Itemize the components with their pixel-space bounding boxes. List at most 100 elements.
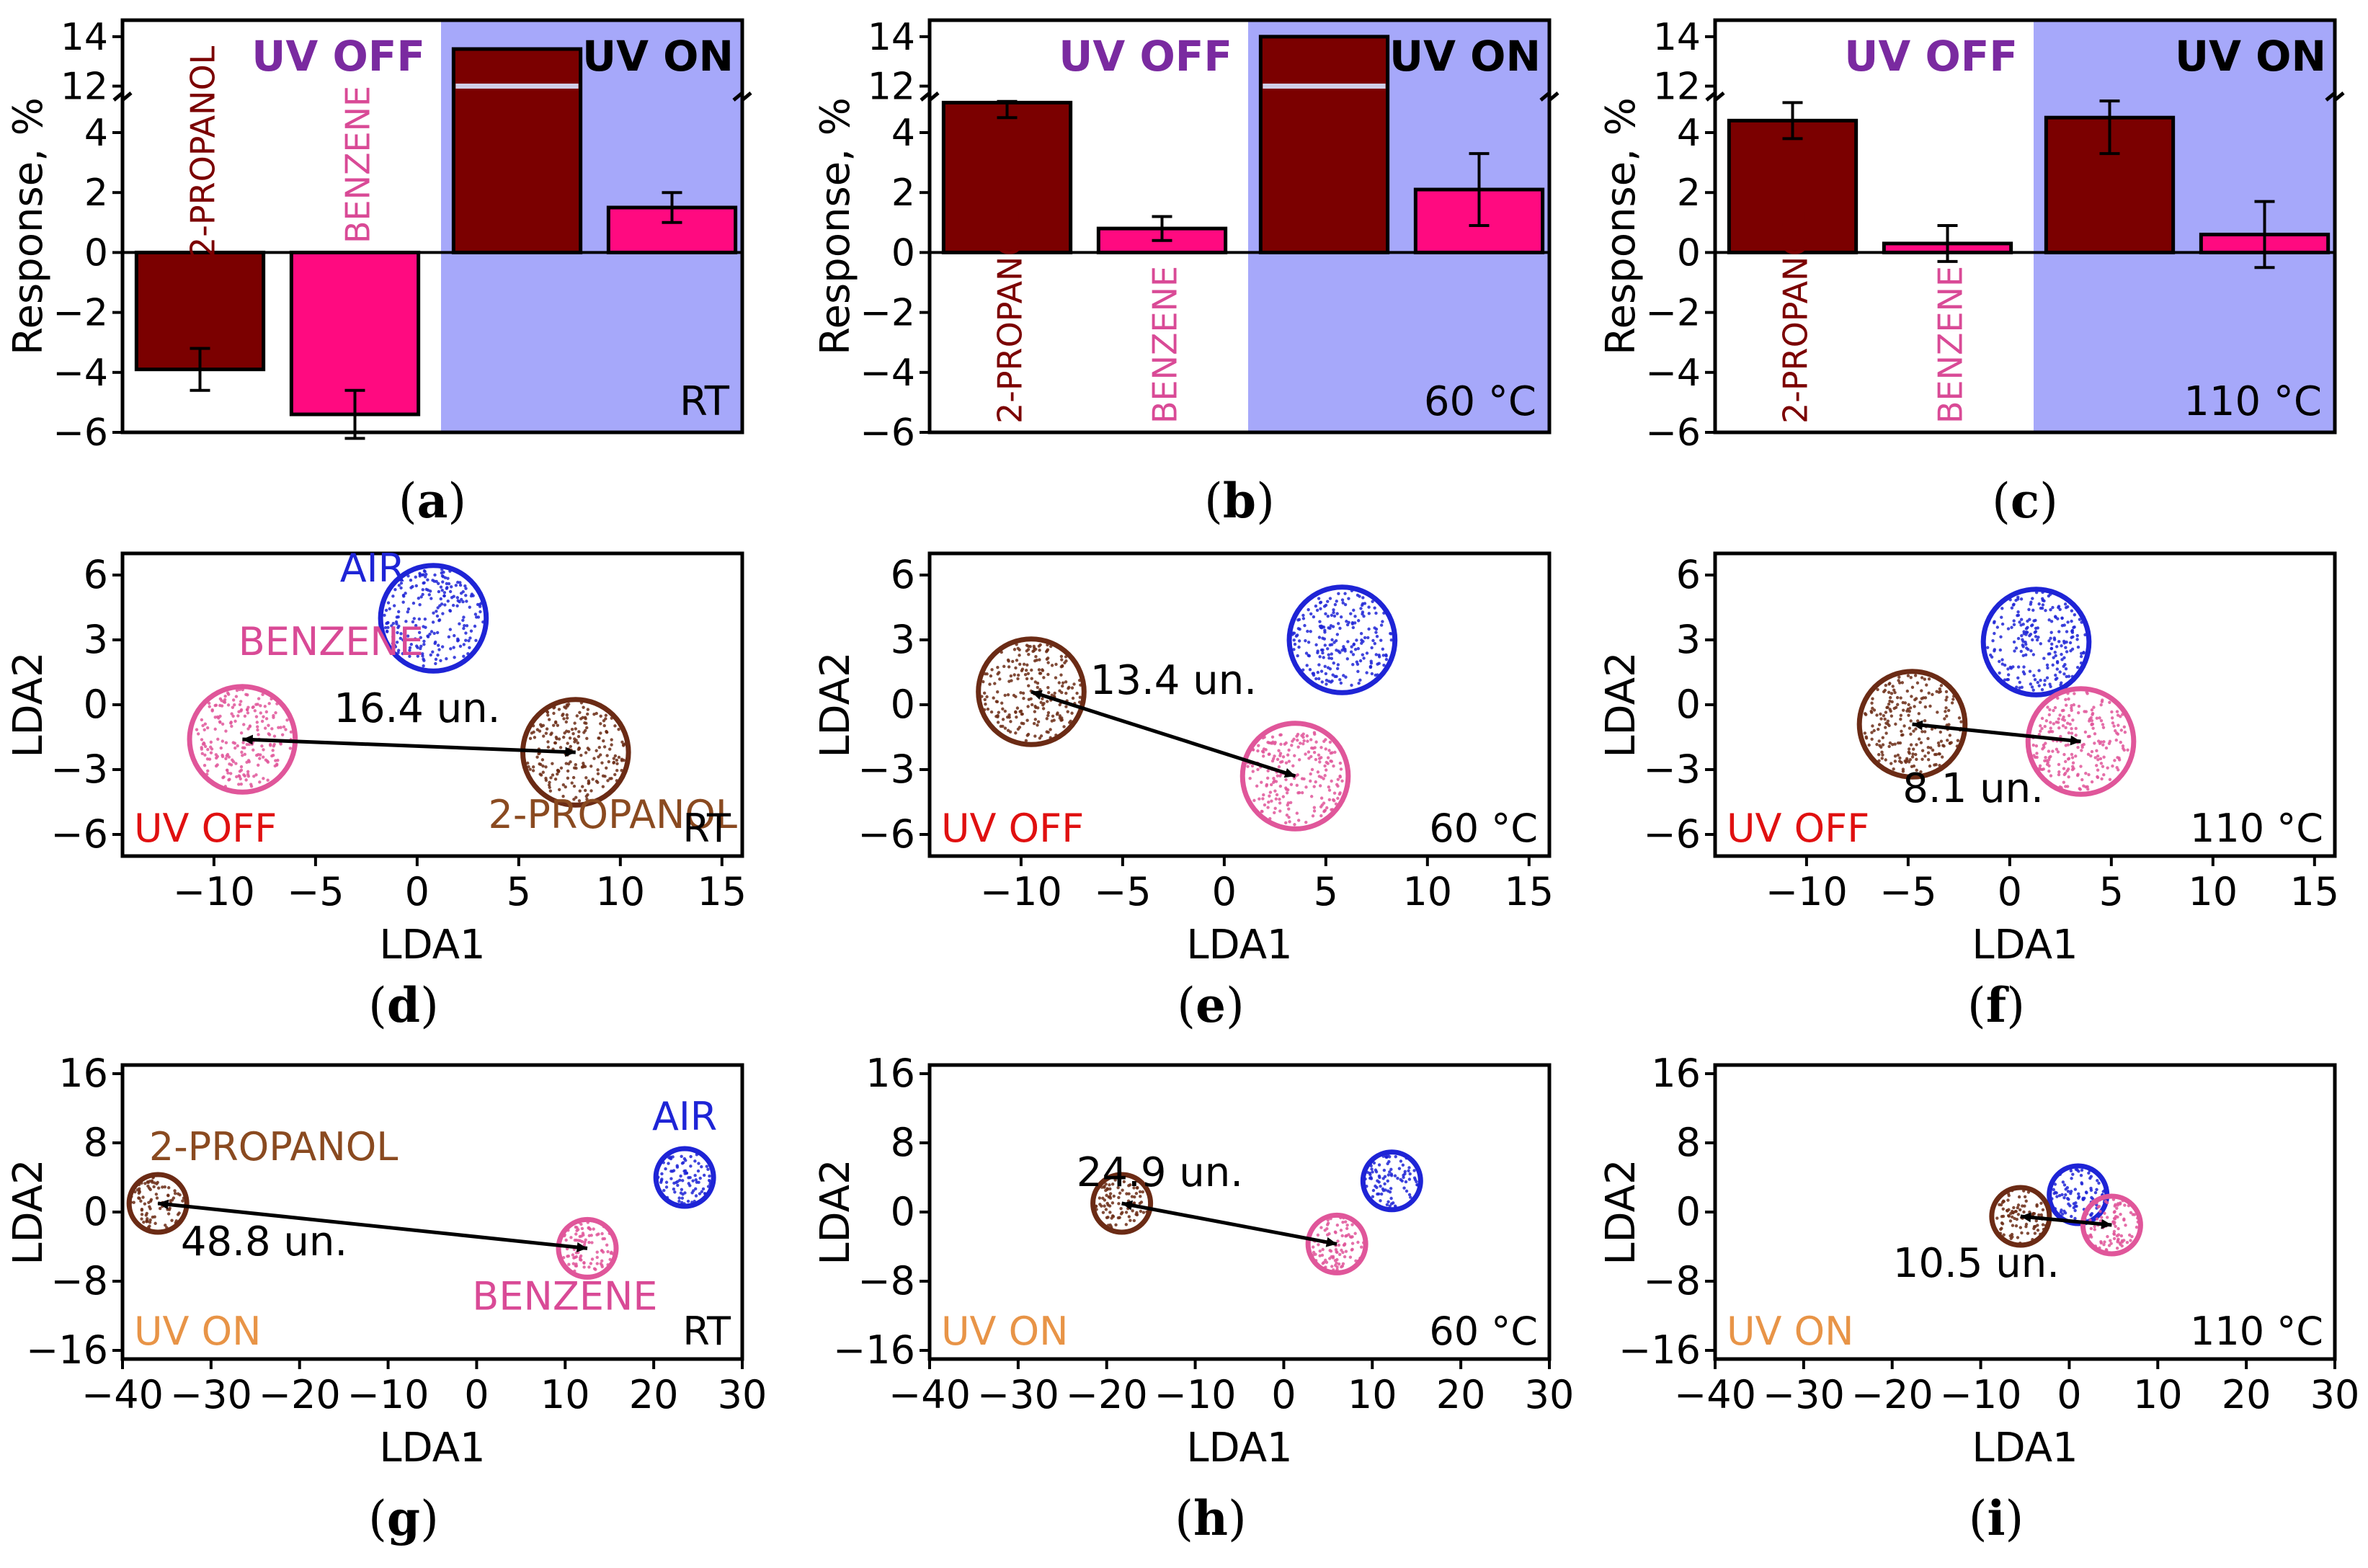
data-point (447, 582, 451, 586)
data-point (414, 623, 418, 628)
data-point (2066, 620, 2070, 624)
data-point (1376, 1192, 1379, 1196)
data-point (1105, 1216, 1109, 1219)
data-point (431, 579, 435, 582)
data-point (2066, 605, 2070, 609)
data-point (2029, 682, 2033, 686)
data-point (1370, 646, 1374, 650)
data-point (2101, 765, 2105, 768)
data-point (2059, 734, 2062, 739)
data-point (566, 703, 571, 706)
data-point (429, 630, 434, 633)
y-tick-label: 0 (1676, 1189, 1701, 1234)
data-point (2093, 741, 2096, 745)
data-point (238, 703, 242, 707)
data-point (697, 1180, 700, 1185)
cluster-ellipse-2-propanol (520, 697, 631, 808)
data-point (2080, 778, 2084, 782)
data-point (1049, 644, 1053, 649)
x-tick-label: 10 (540, 1372, 590, 1417)
data-point (429, 597, 433, 600)
data-point (442, 594, 446, 598)
data-point (1005, 716, 1010, 719)
data-point (1871, 724, 1874, 728)
data-point (1003, 693, 1007, 698)
data-point (1360, 603, 1364, 607)
data-point (1335, 667, 1340, 671)
data-point (2119, 1212, 2122, 1216)
arrow-head (2101, 1219, 2112, 1229)
data-point (1888, 741, 1892, 745)
data-point (437, 619, 441, 623)
caption-paren-open: ( (368, 1491, 387, 1546)
data-point (2049, 636, 2052, 641)
data-point (1325, 768, 1328, 772)
data-point (584, 717, 587, 721)
x-tick-label: 20 (2222, 1372, 2271, 1417)
data-point (1359, 631, 1363, 636)
data-point (1929, 746, 1933, 749)
arrow-head (158, 1199, 169, 1210)
data-point (1371, 638, 1375, 643)
data-point (1991, 639, 1995, 643)
data-point (1014, 710, 1018, 714)
y-tick-label: 4 (1677, 112, 1701, 155)
data-point (256, 728, 259, 732)
data-point (602, 723, 606, 728)
data-point (2010, 1215, 2014, 1219)
data-point (1075, 691, 1079, 695)
data-point (2093, 1190, 2098, 1195)
category-label: 2-PROPANOL (184, 45, 223, 258)
data-point (561, 712, 565, 716)
data-point (1891, 685, 1895, 688)
data-point (2091, 726, 2095, 730)
data-point (1310, 767, 1314, 772)
data-point (1999, 1227, 2003, 1231)
data-point (622, 744, 626, 747)
data-point (615, 762, 619, 766)
data-point (613, 754, 618, 758)
data-point (2062, 672, 2066, 676)
data-point (2076, 645, 2080, 649)
data-point (2039, 729, 2042, 733)
data-point (2060, 644, 2063, 648)
data-point (1884, 710, 1888, 714)
data-point (1936, 741, 1941, 745)
data-point (1381, 647, 1385, 651)
data-point (2015, 685, 2018, 689)
data-point (1036, 681, 1040, 685)
data-point (1893, 690, 1897, 695)
data-point (599, 714, 602, 718)
data-point (229, 721, 233, 725)
data-point (2003, 663, 2007, 667)
data-point (2018, 680, 2021, 685)
data-point (1047, 690, 1051, 695)
data-point (178, 1193, 182, 1197)
data-point (2029, 624, 2034, 628)
data-point (1336, 622, 1340, 625)
data-point (600, 1259, 604, 1263)
data-point (1907, 760, 1911, 764)
data-point (396, 649, 401, 652)
x-tick-label: 15 (697, 869, 747, 914)
data-point (177, 1211, 181, 1215)
data-point (1937, 690, 1941, 694)
data-point (2010, 625, 2013, 629)
data-point (1907, 713, 1910, 717)
data-point (2113, 1217, 2117, 1221)
data-point (1956, 739, 1960, 742)
data-point (2016, 676, 2020, 680)
caption-paren-close: ) (1256, 473, 1275, 529)
data-point (1284, 761, 1288, 765)
y-tick-label: −16 (833, 1327, 915, 1373)
data-point (1297, 645, 1301, 649)
data-point (429, 653, 432, 657)
data-point (258, 757, 262, 760)
arrow-head (2070, 735, 2081, 746)
data-point (1295, 734, 1299, 738)
x-tick-label: −20 (259, 1372, 341, 1417)
data-point (1252, 798, 1256, 803)
data-point (252, 748, 255, 752)
data-point (2065, 703, 2068, 707)
